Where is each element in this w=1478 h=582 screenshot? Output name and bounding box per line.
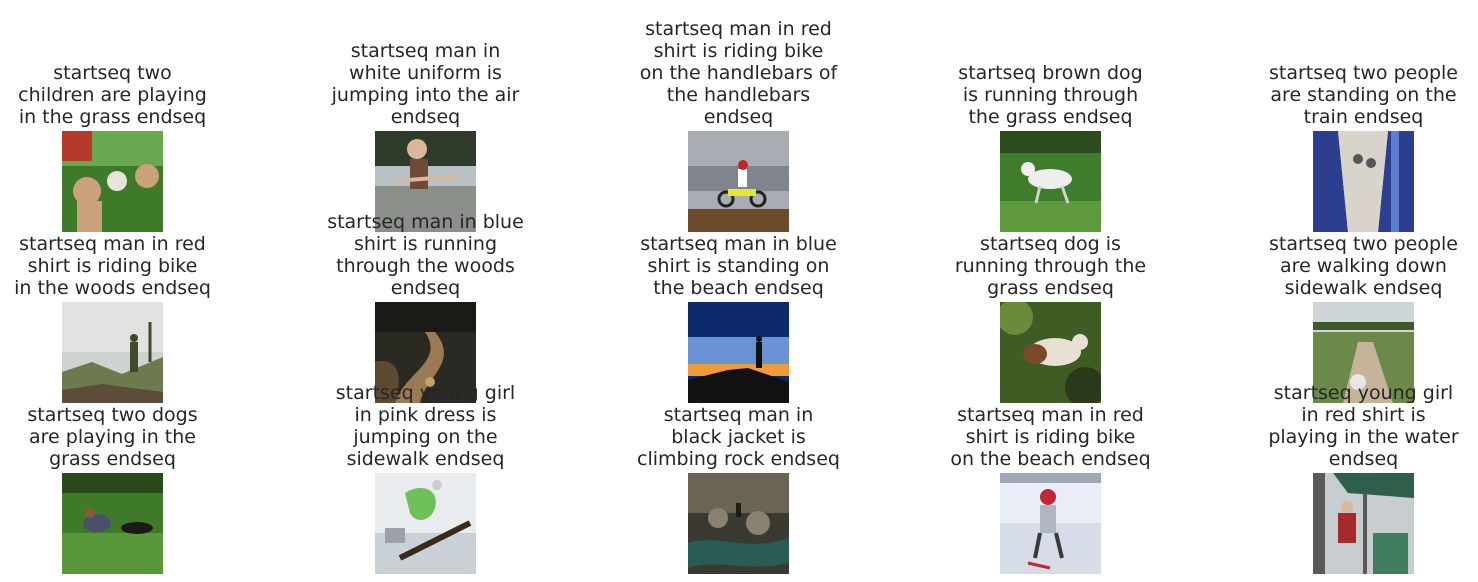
photo-thumbnail — [688, 473, 789, 574]
grid-cell: startseq two people are standing on the … — [1269, 62, 1458, 232]
image-caption: startseq brown dog is running through th… — [958, 62, 1143, 128]
grid-cell: startseq man in blue shirt is running th… — [327, 211, 524, 403]
photo-thumbnail — [375, 473, 476, 574]
photo-thumbnail — [688, 131, 789, 232]
photo-thumbnail — [1000, 473, 1101, 574]
photo-thumbnail — [1000, 131, 1101, 232]
grid-cell: startseq two children are playing in the… — [18, 62, 207, 232]
grid-cell: startseq young girl in red shirt is play… — [1268, 382, 1459, 574]
grid-cell: startseq brown dog is running through th… — [958, 62, 1143, 232]
photo-thumbnail — [1313, 131, 1414, 232]
photo-thumbnail — [1000, 302, 1101, 403]
grid-cell: startseq young girl in pink dress is jum… — [336, 382, 515, 574]
grid-cell: startseq man in white uniform is jumping… — [332, 40, 519, 232]
image-caption: startseq man in black jacket is climbing… — [637, 404, 840, 470]
photo-thumbnail — [688, 302, 789, 403]
image-caption: startseq two people are walking down sid… — [1269, 233, 1458, 299]
photo-thumbnail — [375, 131, 476, 232]
image-caption: startseq two children are playing in the… — [18, 62, 207, 128]
grid-cell: startseq two people are walking down sid… — [1269, 233, 1458, 403]
photo-thumbnail — [62, 473, 163, 574]
image-caption: startseq two people are standing on the … — [1269, 62, 1458, 128]
image-caption: startseq man in red shirt is riding bike… — [639, 18, 838, 128]
image-caption: startseq man in blue shirt is standing o… — [640, 233, 837, 299]
photo-thumbnail — [375, 302, 476, 403]
image-caption: startseq man in white uniform is jumping… — [331, 40, 520, 128]
image-caption: startseq young girl in pink dress is jum… — [335, 382, 516, 470]
image-caption: startseq man in blue shirt is running th… — [327, 211, 524, 299]
image-caption: startseq dog is running through the gras… — [954, 233, 1147, 299]
image-caption: startseq two dogs are playing in the gra… — [27, 404, 198, 470]
photo-thumbnail — [1313, 473, 1414, 574]
grid-cell: startseq dog is running through the gras… — [955, 233, 1146, 403]
photo-thumbnail — [62, 302, 163, 403]
image-caption: startseq man in red shirt is riding bike… — [14, 233, 211, 299]
image-caption: startseq man in red shirt is riding bike… — [950, 404, 1151, 470]
grid-cell: startseq two dogs are playing in the gra… — [27, 404, 198, 574]
grid-cell: startseq man in red shirt is riding bike… — [640, 18, 837, 232]
grid-cell: startseq man in red shirt is riding bike… — [950, 404, 1151, 574]
grid-cell: startseq man in blue shirt is standing o… — [640, 233, 837, 403]
grid-cell: startseq man in black jacket is climbing… — [637, 404, 840, 574]
image-caption: startseq young girl in red shirt is play… — [1268, 382, 1459, 470]
photo-thumbnail — [1313, 302, 1414, 403]
grid-cell: startseq man in red shirt is riding bike… — [14, 233, 211, 403]
photo-thumbnail — [62, 131, 163, 232]
